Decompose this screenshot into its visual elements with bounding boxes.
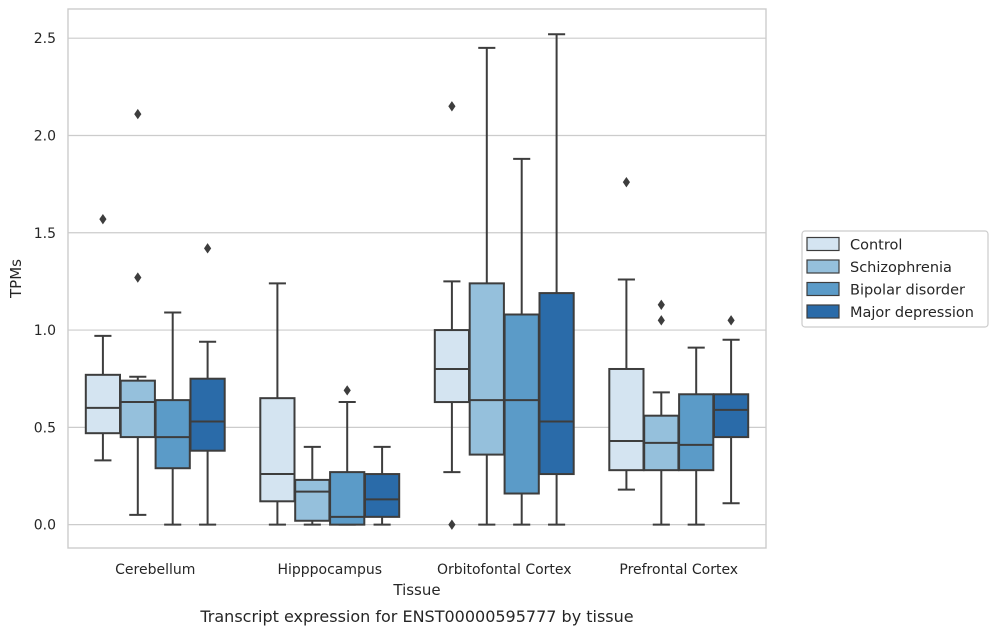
outlier-point (134, 272, 142, 283)
plot-area-frame (67, 8, 767, 549)
box-body (608, 367, 645, 472)
chart-caption: Transcript expression for ENST0000059577… (199, 607, 633, 626)
y-tick-label: 2.0 (34, 128, 56, 144)
outlier-point (204, 243, 212, 254)
box (154, 311, 191, 526)
legend-item: Bipolar disorder (806, 281, 965, 299)
legend-swatch (806, 259, 840, 274)
x-tick-label: Orbitofontal Cortex (437, 562, 572, 578)
outlier-point (622, 177, 630, 188)
outlier-point (657, 315, 665, 326)
legend-label: Control (850, 238, 902, 254)
y-tick-labels: 0.0 0.5 1.0 1.5 2.0 2.5 (34, 31, 56, 533)
x-tick-labels: Cerebellum Hipppocampus Orbitofontal Corte… (115, 562, 738, 578)
legend-label: Bipolar disorder (850, 283, 965, 299)
legend-label: Schizophrenia (850, 260, 952, 276)
box (259, 282, 296, 526)
outlier-point (727, 315, 735, 326)
legend-label: Major depression (850, 305, 974, 321)
legend-swatch (806, 304, 840, 319)
box-body (538, 292, 575, 476)
x-tick-label: Cerebellum (115, 562, 195, 578)
legend-item: Control (806, 236, 902, 254)
series-major-depression (189, 33, 750, 526)
box (712, 315, 750, 505)
box (84, 213, 122, 462)
series-control (84, 101, 645, 530)
box (468, 46, 505, 526)
box-body (259, 397, 296, 503)
legend-swatch (806, 236, 840, 252)
outlier-point (448, 519, 456, 530)
y-axis-label: TPMs (7, 259, 25, 299)
box-body (154, 399, 191, 470)
x-axis-label: Tissue (392, 581, 440, 599)
legend-frame (801, 230, 989, 328)
outlier-point (134, 108, 142, 120)
box (678, 346, 715, 526)
y-tick-label: 1.5 (34, 226, 56, 242)
box (608, 177, 645, 491)
outlier-point (343, 385, 351, 396)
box (643, 299, 680, 526)
y-tick-label: 0.5 (34, 420, 56, 436)
box-body (678, 393, 715, 472)
box-body (189, 377, 226, 452)
legend: Control Schizophrenia Bipolar disorder Majo… (801, 230, 989, 328)
box-body (503, 313, 540, 495)
box (503, 157, 540, 526)
legend-item: Schizophrenia (806, 259, 952, 276)
outlier-point (99, 213, 107, 225)
outlier-point (657, 299, 665, 310)
y-tick-label: 0.0 (34, 518, 56, 534)
series-bipolar-disorder (154, 157, 715, 526)
box-body (712, 393, 750, 439)
x-tick-label: Hipppocampus (277, 562, 382, 578)
box-body (294, 478, 331, 522)
box-body (363, 473, 401, 518)
box (294, 445, 331, 526)
y-tick-label: 2.5 (34, 31, 56, 47)
legend-swatch (806, 281, 840, 297)
box (329, 385, 366, 526)
box-body (468, 282, 505, 456)
box-series (84, 33, 750, 530)
box-body (433, 329, 471, 404)
box (189, 243, 226, 526)
series-schizophrenia (119, 46, 680, 526)
box-body (119, 379, 156, 439)
box (119, 108, 156, 516)
box-body (84, 373, 122, 435)
outlier-point (448, 101, 456, 112)
y-tick-label: 1.0 (34, 323, 56, 339)
legend-item: Major depression (806, 304, 974, 321)
x-tick-label: Prefrontal Cortex (619, 562, 738, 578)
box (363, 445, 401, 526)
box (433, 101, 471, 530)
box (538, 33, 575, 526)
